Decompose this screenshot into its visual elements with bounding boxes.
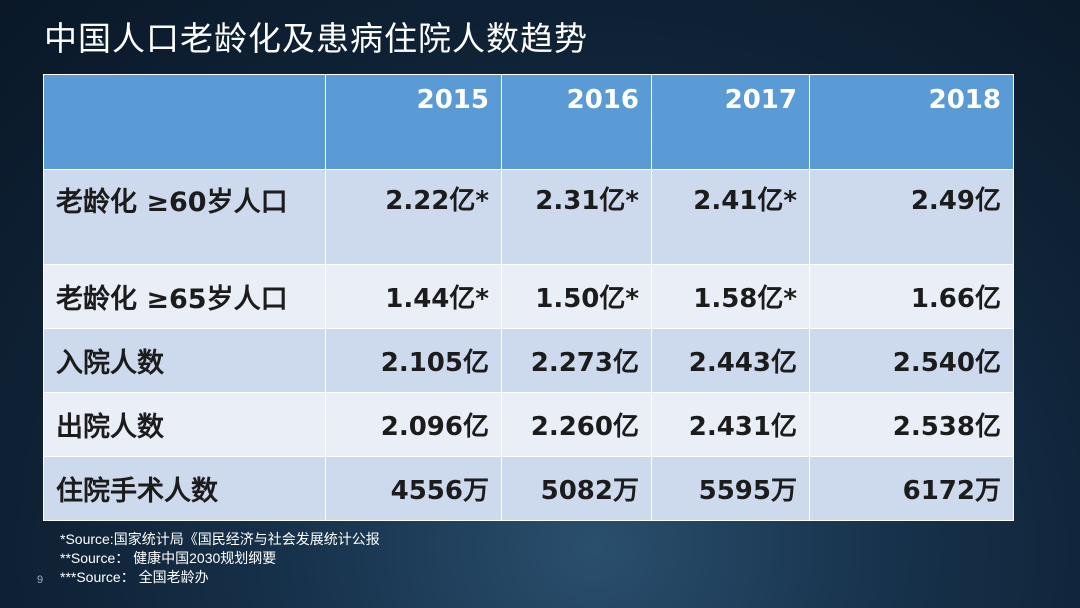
table-cell: 2.540亿 <box>809 328 1014 393</box>
table-cell: 4556万 <box>325 456 502 521</box>
row-label: 老龄化 ≥65岁人口 <box>43 264 326 329</box>
header-cell-2015: 2015 <box>325 74 502 170</box>
source-notes: *Source:国家统计局《国民经济与社会发展统计公报 **Source： 健康… <box>60 530 380 587</box>
row-label: 出院人数 <box>43 392 326 457</box>
data-table: 2015 2016 2017 2018 老龄化 ≥60岁人口 2.22亿* 2.… <box>43 74 1014 521</box>
row-label: 老龄化 ≥60岁人口 <box>43 169 326 265</box>
table-cell: 2.538亿 <box>809 392 1014 457</box>
table-cell: 2.096亿 <box>325 392 502 457</box>
table-row: 入院人数 2.105亿 2.273亿 2.443亿 2.540亿 <box>43 328 1014 393</box>
table-cell: 5595万 <box>651 456 810 521</box>
table-cell: 1.50亿* <box>501 264 652 329</box>
slide-title: 中国人口老龄化及患病住院人数趋势 <box>44 19 588 58</box>
table-row: 老龄化 ≥65岁人口 1.44亿* 1.50亿* 1.58亿* 1.66亿 <box>43 264 1014 329</box>
table-cell: 2.31亿* <box>501 169 652 265</box>
table-cell: 2.41亿* <box>651 169 810 265</box>
table-cell: 6172万 <box>809 456 1014 521</box>
header-cell-empty <box>43 74 326 170</box>
source-note: **Source： 健康中国2030规划纲要 <box>60 550 277 566</box>
table-cell: 2.49亿 <box>809 169 1014 265</box>
source-note: ***Source： 全国老龄办 <box>60 569 209 585</box>
table-row: 住院手术人数 4556万 5082万 5595万 6172万 <box>43 456 1014 521</box>
table-cell: 1.66亿 <box>809 264 1014 329</box>
row-label: 入院人数 <box>43 328 326 393</box>
table-cell: 2.273亿 <box>501 328 652 393</box>
table-cell: 1.58亿* <box>651 264 810 329</box>
table-cell: 2.105亿 <box>325 328 502 393</box>
source-note: *Source:国家统计局《国民经济与社会发展统计公报 <box>60 531 380 547</box>
table-cell: 5082万 <box>501 456 652 521</box>
table-row: 出院人数 2.096亿 2.260亿 2.431亿 2.538亿 <box>43 392 1014 457</box>
header-cell-2018: 2018 <box>809 74 1014 170</box>
table-row: 老龄化 ≥60岁人口 2.22亿* 2.31亿* 2.41亿* 2.49亿 <box>43 169 1014 265</box>
header-cell-2017: 2017 <box>651 74 810 170</box>
table-header-row: 2015 2016 2017 2018 <box>43 74 1014 170</box>
table-cell: 2.443亿 <box>651 328 810 393</box>
table-cell: 1.44亿* <box>325 264 502 329</box>
header-cell-2016: 2016 <box>501 74 652 170</box>
table-cell: 2.431亿 <box>651 392 810 457</box>
row-label: 住院手术人数 <box>43 456 326 521</box>
table-cell: 2.260亿 <box>501 392 652 457</box>
table-cell: 2.22亿* <box>325 169 502 265</box>
page-number: 9 <box>37 574 44 586</box>
